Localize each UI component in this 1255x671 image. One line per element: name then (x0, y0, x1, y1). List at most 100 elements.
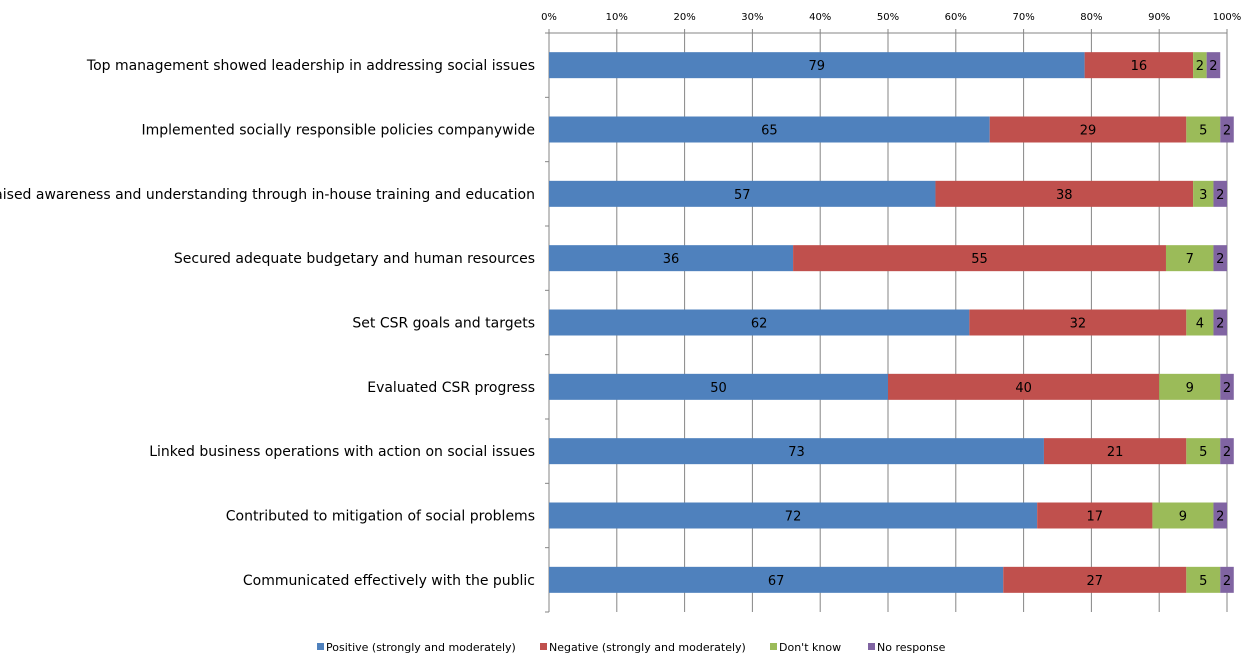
data-label: 5 (1199, 445, 1207, 460)
bar-segment (1186, 438, 1221, 465)
data-label: 2 (1196, 59, 1204, 74)
data-label: 17 (1087, 510, 1104, 525)
bar-segment (549, 566, 1004, 593)
bar-segment (888, 373, 1160, 400)
bar-segment (549, 502, 1038, 529)
bar-segment (1220, 373, 1234, 400)
bar-segment (969, 309, 1187, 336)
x-tick-label: 40% (809, 12, 831, 23)
data-label: 21 (1107, 445, 1124, 460)
data-label: 2 (1223, 381, 1231, 396)
data-label: 50 (710, 381, 727, 396)
legend-label: No response (877, 641, 946, 654)
category-label: Set CSR goals and targets (352, 316, 535, 332)
category-label: Communicated effectively with the public (243, 573, 535, 589)
data-label: 2 (1223, 445, 1231, 460)
data-label: 79 (809, 59, 826, 74)
bar-segment (1213, 180, 1227, 207)
data-label: 40 (1015, 381, 1032, 396)
x-tick-label: 50% (877, 12, 899, 23)
data-label: 2 (1209, 59, 1217, 74)
bar-segment (935, 180, 1194, 207)
data-label: 5 (1199, 124, 1207, 139)
bar-segment (1213, 309, 1227, 336)
bar-segment (1220, 438, 1234, 465)
data-label: 2 (1216, 188, 1224, 203)
x-tick-label: 30% (741, 12, 763, 23)
bar-segment (1213, 245, 1227, 272)
bar-segment (1043, 438, 1187, 465)
data-label: 32 (1070, 317, 1087, 332)
bar-segment (1213, 502, 1227, 529)
data-label: 36 (663, 252, 680, 267)
bar-segment (549, 180, 936, 207)
bar-segment (793, 245, 1166, 272)
bar-segment (549, 309, 970, 336)
data-label: 72 (785, 510, 802, 525)
legend-label: Don't know (779, 641, 841, 654)
bar-segment (1220, 566, 1234, 593)
data-label: 16 (1131, 59, 1148, 74)
x-tick-label: 90% (1148, 12, 1170, 23)
bar-segment (1206, 52, 1221, 79)
bar-segment (1152, 502, 1214, 529)
legend-swatch (540, 643, 547, 650)
bar-segment (549, 373, 888, 400)
data-label: 62 (751, 317, 768, 332)
legend-swatch (868, 643, 875, 650)
data-label: 65 (761, 124, 778, 139)
legend-label: Negative (strongly and moderately) (549, 641, 746, 654)
x-tick-label: 10% (606, 12, 628, 23)
data-label: 73 (788, 445, 805, 460)
bar-segment (549, 438, 1044, 465)
data-label: 5 (1199, 574, 1207, 589)
data-label: 57 (734, 188, 751, 203)
data-label: 7 (1186, 252, 1194, 267)
x-tick-label: 60% (945, 12, 967, 23)
bar-segment (1193, 180, 1214, 207)
x-tick-label: 80% (1080, 12, 1102, 23)
legend-label: Positive (strongly and moderately) (326, 641, 516, 654)
bar-segment (1003, 566, 1187, 593)
legend-swatch (317, 643, 324, 650)
data-label: 2 (1216, 510, 1224, 525)
bar-segment (1186, 566, 1221, 593)
data-label: 2 (1223, 574, 1231, 589)
category-label: Linked business operations with action o… (149, 444, 535, 460)
bar-segment (1220, 116, 1234, 143)
bar-segment (989, 116, 1187, 143)
category-label: Contributed to mitigation of social prob… (226, 509, 535, 525)
data-label: 38 (1056, 188, 1073, 203)
bar-segment (549, 245, 794, 272)
legend-swatch (770, 643, 777, 650)
bar-segment (549, 116, 990, 143)
category-label: Evaluated CSR progress (367, 380, 535, 396)
category-label: Top management showed leadership in addr… (86, 58, 535, 74)
data-label: 67 (768, 574, 785, 589)
data-label: 9 (1179, 510, 1187, 525)
x-tick-label: 100% (1213, 12, 1242, 23)
bar-segment (1084, 52, 1194, 79)
x-tick-label: 70% (1012, 12, 1034, 23)
bar-segment (1186, 116, 1221, 143)
bar-segment (1193, 52, 1207, 79)
bar-segment (549, 52, 1085, 79)
data-label: 2 (1223, 124, 1231, 139)
data-label: 55 (971, 252, 988, 267)
data-label: 2 (1216, 317, 1224, 332)
data-label: 27 (1087, 574, 1104, 589)
category-label: Implemented socially responsible policie… (141, 123, 535, 139)
data-label: 29 (1080, 124, 1097, 139)
bar-segment (1165, 245, 1214, 272)
bar-segment (1037, 502, 1153, 529)
bar-segment (1159, 373, 1221, 400)
x-tick-label: 20% (673, 12, 695, 23)
category-label: Raised awareness and understanding throu… (0, 187, 535, 203)
x-tick-label: 0% (541, 12, 557, 23)
data-label: 3 (1199, 188, 1207, 203)
bar-segment (1186, 309, 1214, 336)
category-label: Secured adequate budgetary and human res… (174, 251, 535, 267)
data-label: 4 (1196, 317, 1204, 332)
